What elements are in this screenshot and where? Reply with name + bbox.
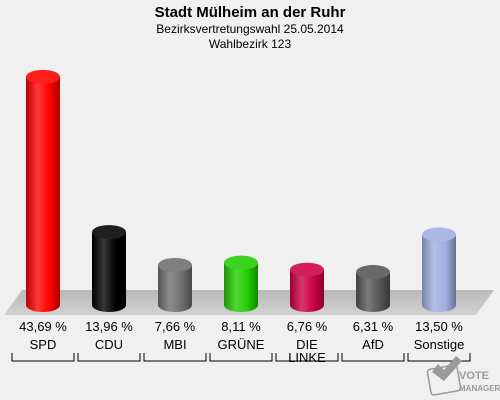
bar-cap bbox=[290, 262, 324, 277]
category-bracket bbox=[341, 353, 405, 362]
vote-manager-logo: VOTE MANAGER bbox=[426, 356, 500, 396]
category-label: MBI bbox=[163, 337, 186, 352]
bar-body bbox=[290, 269, 324, 312]
bar-body bbox=[92, 232, 126, 312]
chart-title: Stadt Mülheim an der Ruhr bbox=[154, 4, 346, 21]
category-bracket bbox=[407, 353, 471, 362]
chart-header: Stadt Mülheim an der Ruhr Bezirksvertret… bbox=[0, 0, 500, 52]
bar-body bbox=[26, 76, 60, 312]
bar-cap bbox=[356, 265, 390, 280]
value-label: 13,96 % bbox=[85, 319, 133, 334]
category-bracket bbox=[77, 353, 141, 362]
bar-die-linke bbox=[290, 262, 324, 312]
chart-subtitle: Bezirksvertretungswahl 25.05.2014 bbox=[156, 22, 344, 36]
category-label: CDU bbox=[95, 337, 123, 352]
value-label: 43,69 % bbox=[19, 319, 67, 334]
bar-body bbox=[356, 272, 390, 312]
value-label: 8,11 % bbox=[221, 319, 261, 334]
bars-group bbox=[26, 69, 456, 312]
logo-line1: VOTE bbox=[459, 370, 489, 382]
value-label: 7,66 % bbox=[155, 319, 196, 334]
category-label: Sonstige bbox=[414, 337, 465, 352]
district-label: Wahlbezirk 123 bbox=[208, 37, 292, 51]
bar-cap bbox=[224, 255, 258, 270]
bar-grüne bbox=[224, 255, 258, 312]
category-label: GRÜNE bbox=[218, 337, 265, 352]
labels-group: 43,69 % SPD 13,96 % CDU 7,66 % MBI 8,11 % GRÜNE… bbox=[11, 319, 471, 365]
bar-afd bbox=[356, 265, 390, 312]
category-bracket bbox=[209, 353, 273, 362]
bar-cap bbox=[158, 257, 192, 272]
bar-body bbox=[158, 264, 192, 312]
bar-spd bbox=[26, 69, 60, 312]
bar-cdu bbox=[92, 225, 126, 312]
category-bracket bbox=[275, 353, 339, 362]
bar-sonstige bbox=[422, 227, 456, 312]
value-label: 6,31 % bbox=[353, 319, 394, 334]
checkmark-icon bbox=[426, 356, 462, 396]
value-label: 6,76 % bbox=[287, 319, 328, 334]
bar-cap bbox=[92, 225, 126, 240]
category-label: SPD bbox=[30, 337, 57, 352]
logo-line2: MANAGER bbox=[459, 384, 500, 393]
bar-body bbox=[224, 262, 258, 312]
value-label: 13,50 % bbox=[415, 319, 463, 334]
category-label: AfD bbox=[362, 337, 384, 352]
category-bracket bbox=[11, 353, 75, 362]
bar-mbi bbox=[158, 257, 192, 312]
category-bracket bbox=[143, 353, 207, 362]
bar-cap bbox=[422, 227, 456, 242]
bar-cap bbox=[26, 69, 60, 84]
bar-body bbox=[422, 234, 456, 312]
